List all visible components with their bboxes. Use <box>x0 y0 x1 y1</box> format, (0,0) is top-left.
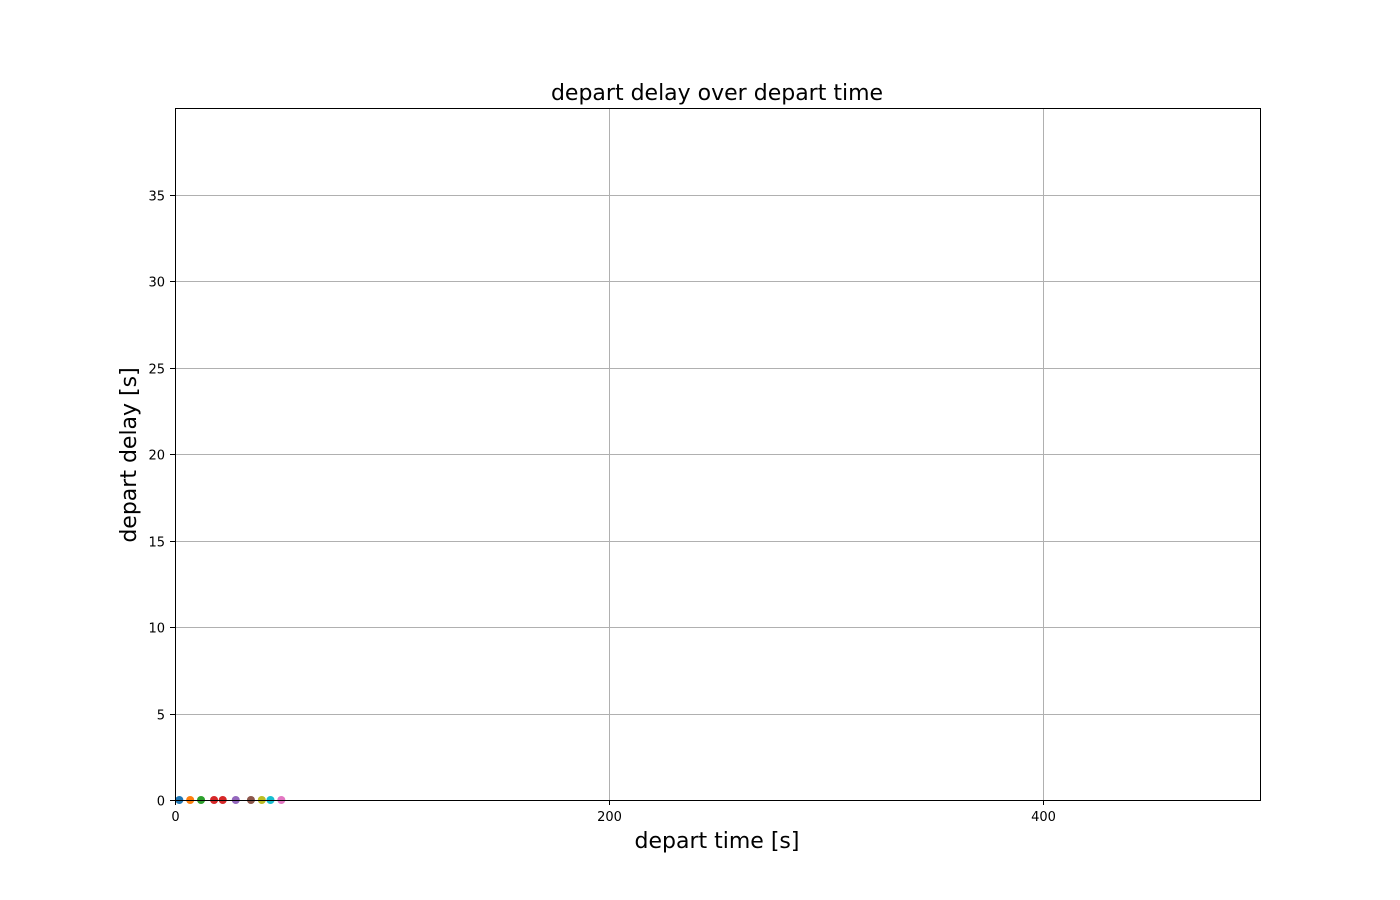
y-tick-label: 0 <box>157 795 165 810</box>
x-tick-label: 0 <box>171 810 179 825</box>
y-axis-label: depart delay [s] <box>117 367 142 542</box>
y-tick-label: 20 <box>148 449 165 464</box>
y-tick-label: 5 <box>157 709 165 724</box>
y-tick-label: 15 <box>148 536 165 551</box>
plot-frame <box>175 108 1261 801</box>
x-axis-ticks: 0 200 400 <box>171 800 1056 825</box>
x-tick-label: 200 <box>597 810 622 825</box>
x-axis-label: depart time [s] <box>635 829 800 854</box>
grid <box>175 108 1260 800</box>
x-tick-label: 400 <box>1031 810 1056 825</box>
y-tick-label: 10 <box>148 622 165 637</box>
y-tick-label: 35 <box>148 190 165 205</box>
y-tick-label: 30 <box>148 276 165 291</box>
chart-title: depart delay over depart time <box>551 81 883 106</box>
y-axis-ticks: 0 5 10 15 20 25 30 35 <box>148 190 175 810</box>
y-tick-label: 25 <box>148 363 165 378</box>
